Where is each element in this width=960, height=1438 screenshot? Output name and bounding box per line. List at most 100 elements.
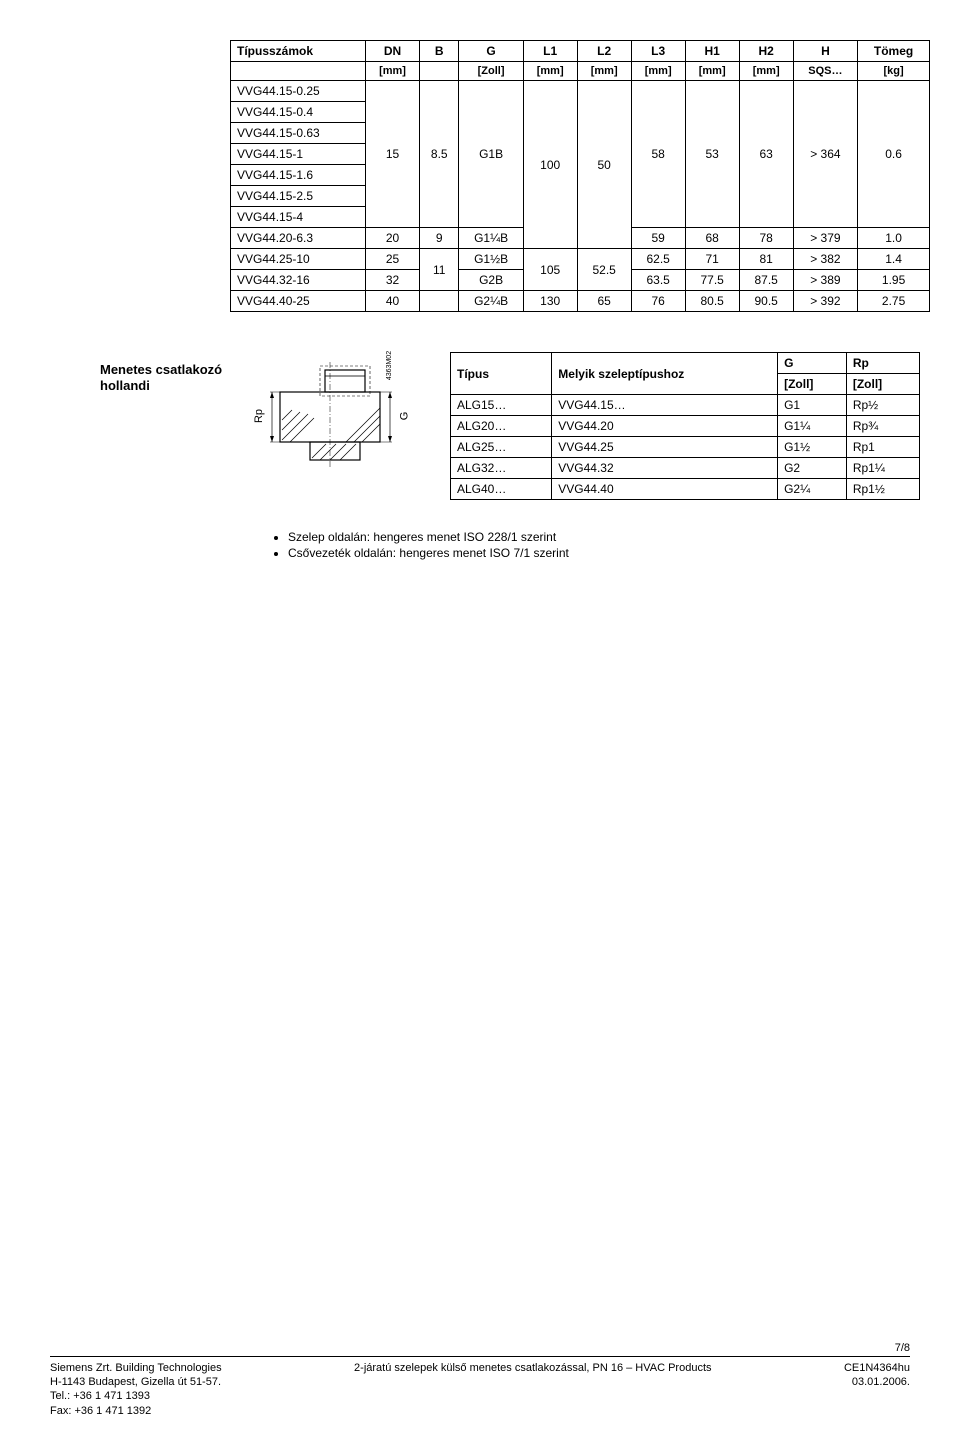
col-which: Melyik szeleptípushoz	[552, 353, 778, 395]
cell-h1: 80.5	[685, 291, 739, 312]
cell-rp: Rp¾	[846, 416, 919, 437]
cell-v: VVG44.15…	[552, 395, 778, 416]
cell-h1: 68	[685, 228, 739, 249]
cell-b: 9	[420, 228, 459, 249]
cell-h: > 364	[793, 81, 857, 228]
unit-type	[231, 62, 366, 81]
fitting-drawing: Rp G 4363M02	[270, 362, 410, 482]
table-row: ALG32… VVG44.32 G2 Rp1¼	[451, 458, 920, 479]
cell-rp: Rp1¼	[846, 458, 919, 479]
notes-list: Szelep oldalán: hengeres menet ISO 228/1…	[270, 530, 910, 560]
cell-dn: 25	[366, 249, 420, 270]
footer-company: Siemens Zrt. Building Technologies	[50, 1361, 222, 1375]
cell-l1: 100	[523, 81, 577, 249]
cell-rp: Rp1	[846, 437, 919, 458]
cell-h: > 392	[793, 291, 857, 312]
col-h: H	[793, 41, 857, 62]
cell-w: 0.6	[858, 81, 930, 228]
cell-g: G1¼	[778, 416, 847, 437]
col-b: B	[420, 41, 459, 62]
cell-type: VVG44.32-16	[231, 270, 366, 291]
page-number: 7/8	[50, 1342, 910, 1354]
footer-date: 03.01.2006.	[844, 1375, 910, 1389]
cell-t: ALG20…	[451, 416, 552, 437]
footer-address: H-1143 Budapest, Gizella út 51-57.	[50, 1375, 222, 1389]
cell-type: VVG44.15-1	[231, 144, 366, 165]
footer-center: 2-járatú szelepek külső menetes csatlako…	[354, 1361, 711, 1418]
cell-v: VVG44.32	[552, 458, 778, 479]
cell-type: VVG44.40-25	[231, 291, 366, 312]
cell-type: VVG44.15-4	[231, 207, 366, 228]
col-h1: H1	[685, 41, 739, 62]
dimensions-table: Típusszámok DN B G L1 L2 L3 H1 H2 H Töme…	[230, 40, 930, 312]
cell-type: VVG44.20-6.3	[231, 228, 366, 249]
cell-type: VVG44.15-0.4	[231, 102, 366, 123]
col-dn: DN	[366, 41, 420, 62]
cell-t: ALG40…	[451, 479, 552, 500]
cell-g: G2¼B	[459, 291, 523, 312]
note-item: Csővezeték oldalán: hengeres menet ISO 7…	[288, 546, 910, 560]
unit-dn: [mm]	[366, 62, 420, 81]
page-footer: 7/8 Siemens Zrt. Building Technologies H…	[50, 1342, 910, 1418]
table-row: ALG15… VVG44.15… G1 Rp½	[451, 395, 920, 416]
cell-type: VVG44.15-0.25	[231, 81, 366, 102]
col-weight: Tömeg	[858, 41, 930, 62]
col-type: Típusszámok	[231, 41, 366, 62]
col-rp: Rp	[846, 353, 919, 374]
cell-h1: 53	[685, 81, 739, 228]
cell-g: G2¼	[778, 479, 847, 500]
unit-g: [Zoll]	[459, 62, 523, 81]
cell-type: VVG44.15-2.5	[231, 186, 366, 207]
unit-rp: [Zoll]	[846, 374, 919, 395]
note-item: Szelep oldalán: hengeres menet ISO 228/1…	[288, 530, 910, 544]
unit-weight: [kg]	[858, 62, 930, 81]
cell-l2: 50	[577, 81, 631, 249]
col-l2: L2	[577, 41, 631, 62]
cell-h2: 90.5	[739, 291, 793, 312]
cell-type: VVG44.15-1.6	[231, 165, 366, 186]
cell-b: 8.5	[420, 81, 459, 228]
section-title-2: hollandi	[100, 378, 150, 393]
cell-v: VVG44.40	[552, 479, 778, 500]
cell-rp: Rp½	[846, 395, 919, 416]
table-row: VVG44.25-10 25 11 G1½B 105 52.5 62.5 71 …	[231, 249, 930, 270]
drawing-g-label: G	[398, 412, 410, 421]
cell-dn: 20	[366, 228, 420, 249]
cell-w: 1.0	[858, 228, 930, 249]
table-row: VVG44.15-0.25 15 8.5 G1B 100 50 58 53 63…	[231, 81, 930, 102]
cell-b: 11	[420, 249, 459, 291]
cell-l1: 105	[523, 249, 577, 291]
cell-w: 1.95	[858, 270, 930, 291]
cell-dn: 32	[366, 270, 420, 291]
unit-g: [Zoll]	[778, 374, 847, 395]
col-g: G	[778, 353, 847, 374]
unit-l1: [mm]	[523, 62, 577, 81]
cell-h1: 71	[685, 249, 739, 270]
cell-w: 2.75	[858, 291, 930, 312]
cell-l2: 52.5	[577, 249, 631, 291]
unit-b	[420, 62, 459, 81]
cell-h2: 63	[739, 81, 793, 228]
cell-v: VVG44.20	[552, 416, 778, 437]
cell-g: G2	[778, 458, 847, 479]
cell-type: VVG44.15-0.63	[231, 123, 366, 144]
cell-t: ALG25…	[451, 437, 552, 458]
cell-l3: 62.5	[631, 249, 685, 270]
cell-rp: Rp1½	[846, 479, 919, 500]
drawing-rp-label: Rp	[253, 409, 265, 423]
footer-doc: CE1N4364hu	[844, 1361, 910, 1375]
cell-v: VVG44.25	[552, 437, 778, 458]
cell-g: G2B	[459, 270, 523, 291]
col-g: G	[459, 41, 523, 62]
footer-fax: Fax: +36 1 471 1392	[50, 1404, 222, 1418]
cell-w: 1.4	[858, 249, 930, 270]
cell-h2: 78	[739, 228, 793, 249]
cell-h: > 379	[793, 228, 857, 249]
cell-l3: 76	[631, 291, 685, 312]
cell-h: > 382	[793, 249, 857, 270]
footer-tel: Tel.: +36 1 471 1393	[50, 1389, 222, 1403]
footer-left: Siemens Zrt. Building Technologies H-114…	[50, 1361, 222, 1418]
table-row: ALG40… VVG44.40 G2¼ Rp1½	[451, 479, 920, 500]
col-h2: H2	[739, 41, 793, 62]
cell-h: > 389	[793, 270, 857, 291]
